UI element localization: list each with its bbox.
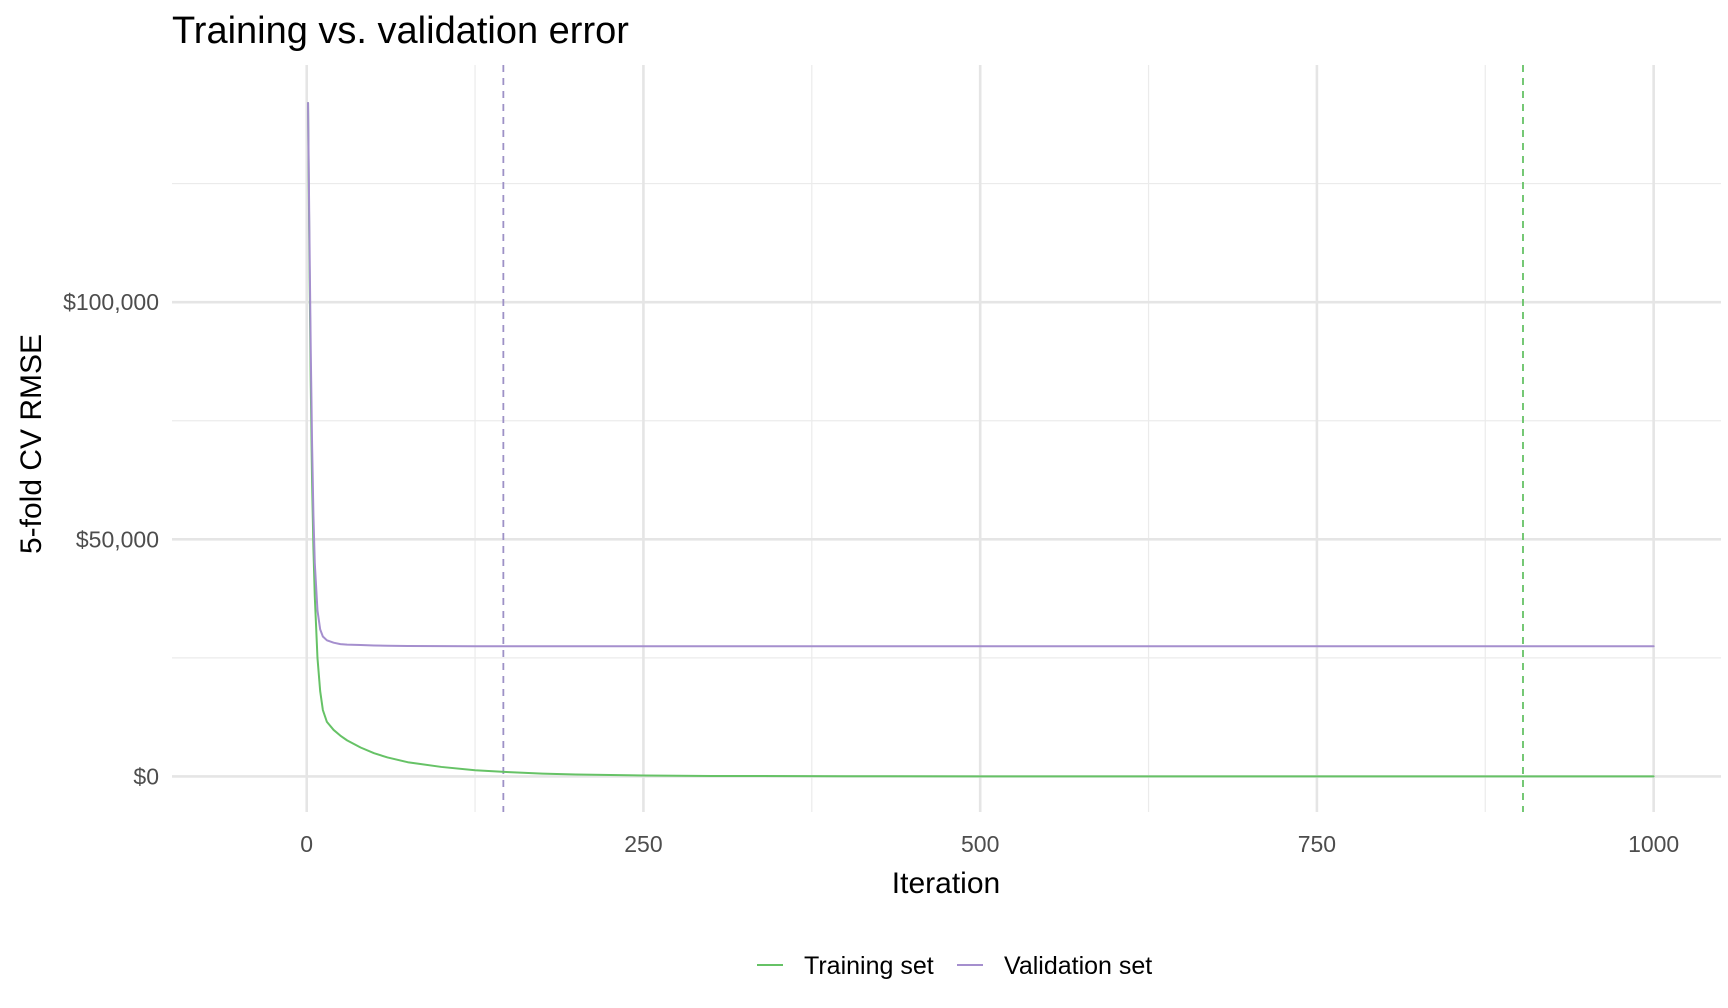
series-line-training-set [307,101,1655,778]
x-tick-label: 1000 [1628,831,1679,857]
legend-label: Validation set [1004,952,1152,980]
y-tick-label: $0 [133,763,159,789]
x-tick-label: 250 [624,831,662,857]
x-tick-label: 0 [300,831,313,857]
grid-minor [172,65,1721,812]
y-axis-title: 5-fold CV RMSE [15,334,48,554]
x-axis-title: Iteration [892,867,1000,900]
x-axis-tick-labels: 0 250 500 750 1000 [300,831,1679,857]
x-tick-label: 500 [961,831,999,857]
legend-item-training-set: Training set [757,952,934,980]
legend-label: Training set [804,952,934,980]
legend-item-validation-set: Validation set [957,952,1152,980]
x-tick-label: 750 [1298,831,1336,857]
chart-title: Training vs. validation error [172,10,629,52]
y-axis-tick-labels: $0 $50,000 $100,000 [63,289,159,789]
legend: Training set Validation set [757,952,1152,980]
series-line-validation-set [307,101,1655,648]
y-tick-label: $100,000 [63,289,159,315]
y-tick-label: $50,000 [76,526,159,552]
series-lines [307,101,1655,778]
